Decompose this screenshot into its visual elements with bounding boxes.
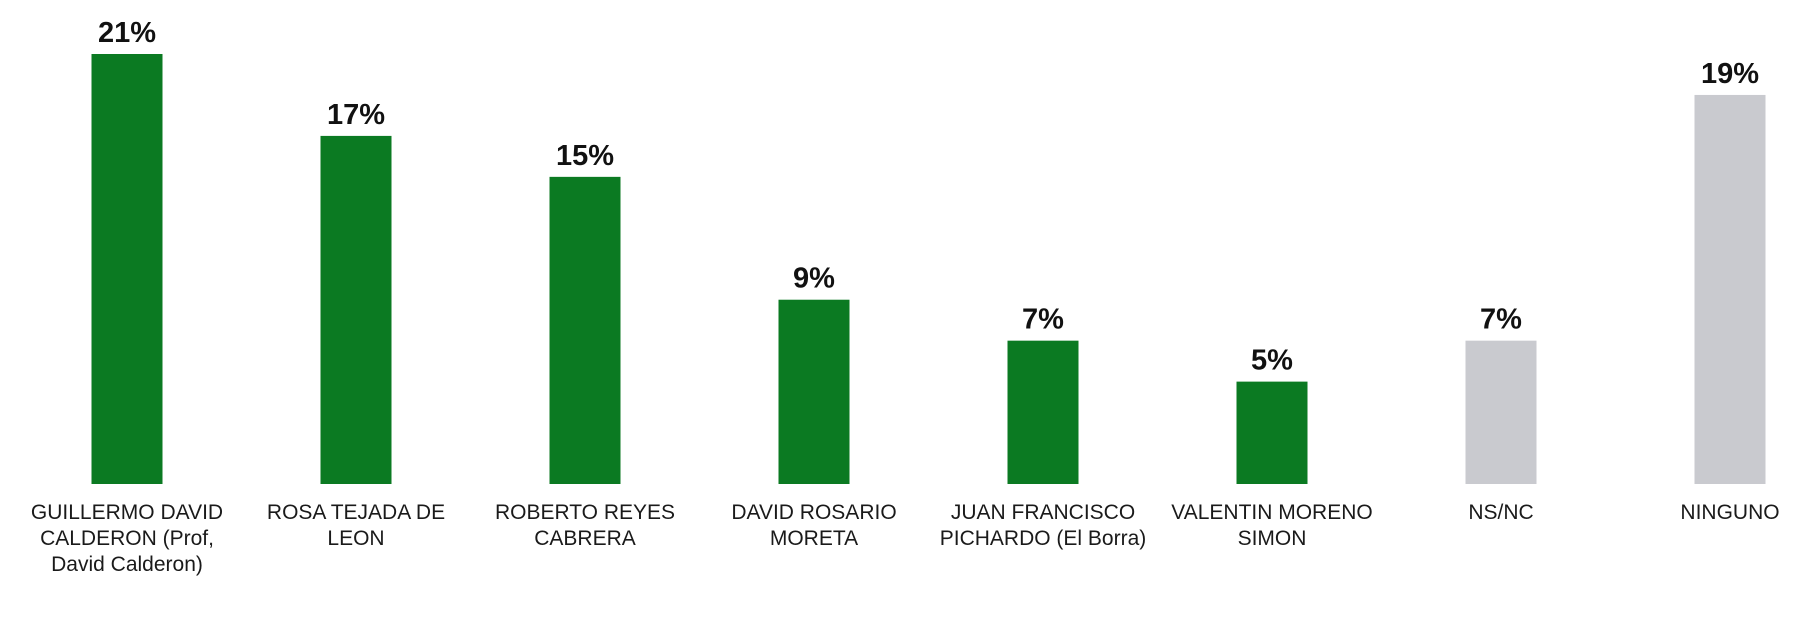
category-label: VALENTIN MORENO SIMON	[1171, 501, 1373, 550]
value-label: 15%	[556, 140, 614, 172]
category-label: NS/NC	[1468, 501, 1534, 524]
value-label: 7%	[1022, 304, 1064, 336]
category-label: ROSA TEJADA DE LEON	[266, 501, 446, 550]
value-label: 19%	[1701, 58, 1759, 90]
bar	[320, 135, 392, 484]
bar	[91, 54, 163, 484]
category-label: JUAN FRANCISCO PICHARDO (El Borra)	[939, 501, 1147, 550]
bar	[778, 299, 850, 484]
bar	[1694, 94, 1766, 484]
value-label: 9%	[793, 263, 835, 295]
category-label: DAVID ROSARIO MORETA	[731, 501, 897, 550]
value-label: 21%	[98, 17, 156, 49]
category-label: NINGUNO	[1680, 501, 1780, 524]
bar	[549, 176, 621, 484]
category-label: GUILLERMO DAVID CALDERON (Prof, David Ca…	[30, 501, 224, 576]
value-label: 7%	[1480, 304, 1522, 336]
category-label: ROBERTO REYES CABRERA	[494, 501, 676, 550]
bar	[1465, 340, 1537, 484]
bar	[1007, 340, 1079, 484]
value-label: 5%	[1251, 345, 1293, 377]
value-label: 17%	[327, 99, 385, 131]
bar	[1236, 381, 1308, 484]
